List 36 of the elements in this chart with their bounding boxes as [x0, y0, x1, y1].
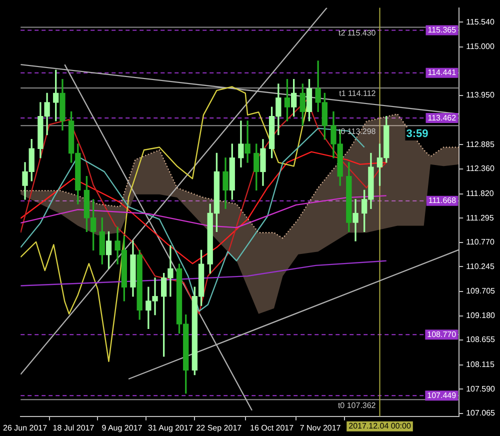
ref-line-label: 113.462 [428, 113, 457, 122]
y-tick-label: 112.885 [466, 140, 495, 149]
y-tick-label: 115.540 [466, 17, 495, 26]
line-series [20, 113, 460, 239]
y-tick-label: 111.295 [466, 213, 494, 222]
ref-line-label: t0 107.362 [338, 400, 376, 410]
y-tick-label: 110.245 [466, 262, 495, 271]
ref-line-label: 114.441 [428, 68, 457, 78]
x-tick-label: 22 Sep 2017 [196, 423, 242, 432]
candlestick [244, 120, 250, 163]
x-tick-label: 18 Jul 2017 [52, 423, 95, 432]
ref-line-label: t1 114.112 [339, 89, 376, 98]
y-tick-label: 107.590 [466, 384, 496, 394]
y-tick-label: 110.770 [466, 238, 495, 247]
y-tick-label: 111.820 [466, 189, 494, 198]
annotation: 3:59 [406, 128, 428, 140]
y-tick-label: 113.950 [466, 90, 495, 100]
y-tick-label: 115.000 [466, 42, 495, 52]
x-tick-label: 26 Jun 2017 [2, 423, 48, 432]
ref-line-label: 107.449 [427, 390, 457, 400]
x-tick-label: 9 Aug 2017 [102, 423, 143, 432]
x-tick-label: 31 Aug 2017 [148, 423, 194, 432]
ref-line-label: 111.668 [428, 196, 457, 206]
candlestick [352, 199, 358, 242]
y-tick-label: 112.360 [466, 164, 495, 174]
y-tick-label: 107.065 [466, 408, 496, 418]
ref-line-label: 108.770 [427, 330, 457, 339]
x-tick-label: 7 Nov 2017 [300, 423, 342, 432]
ref-line-label: 115.365 [428, 25, 457, 34]
y-tick-label: 108.115 [466, 360, 495, 370]
y-tick-label: 109.705 [466, 286, 496, 296]
y-tick-label: 108.655 [466, 335, 496, 344]
x-tick-label: 16 Oct 2017 [250, 423, 294, 432]
y-tick-label: 109.180 [466, 310, 496, 320]
ref-line-label: 2017.12.04 00:00 [348, 422, 412, 431]
ref-line-label: t2 115.430 [338, 28, 376, 38]
